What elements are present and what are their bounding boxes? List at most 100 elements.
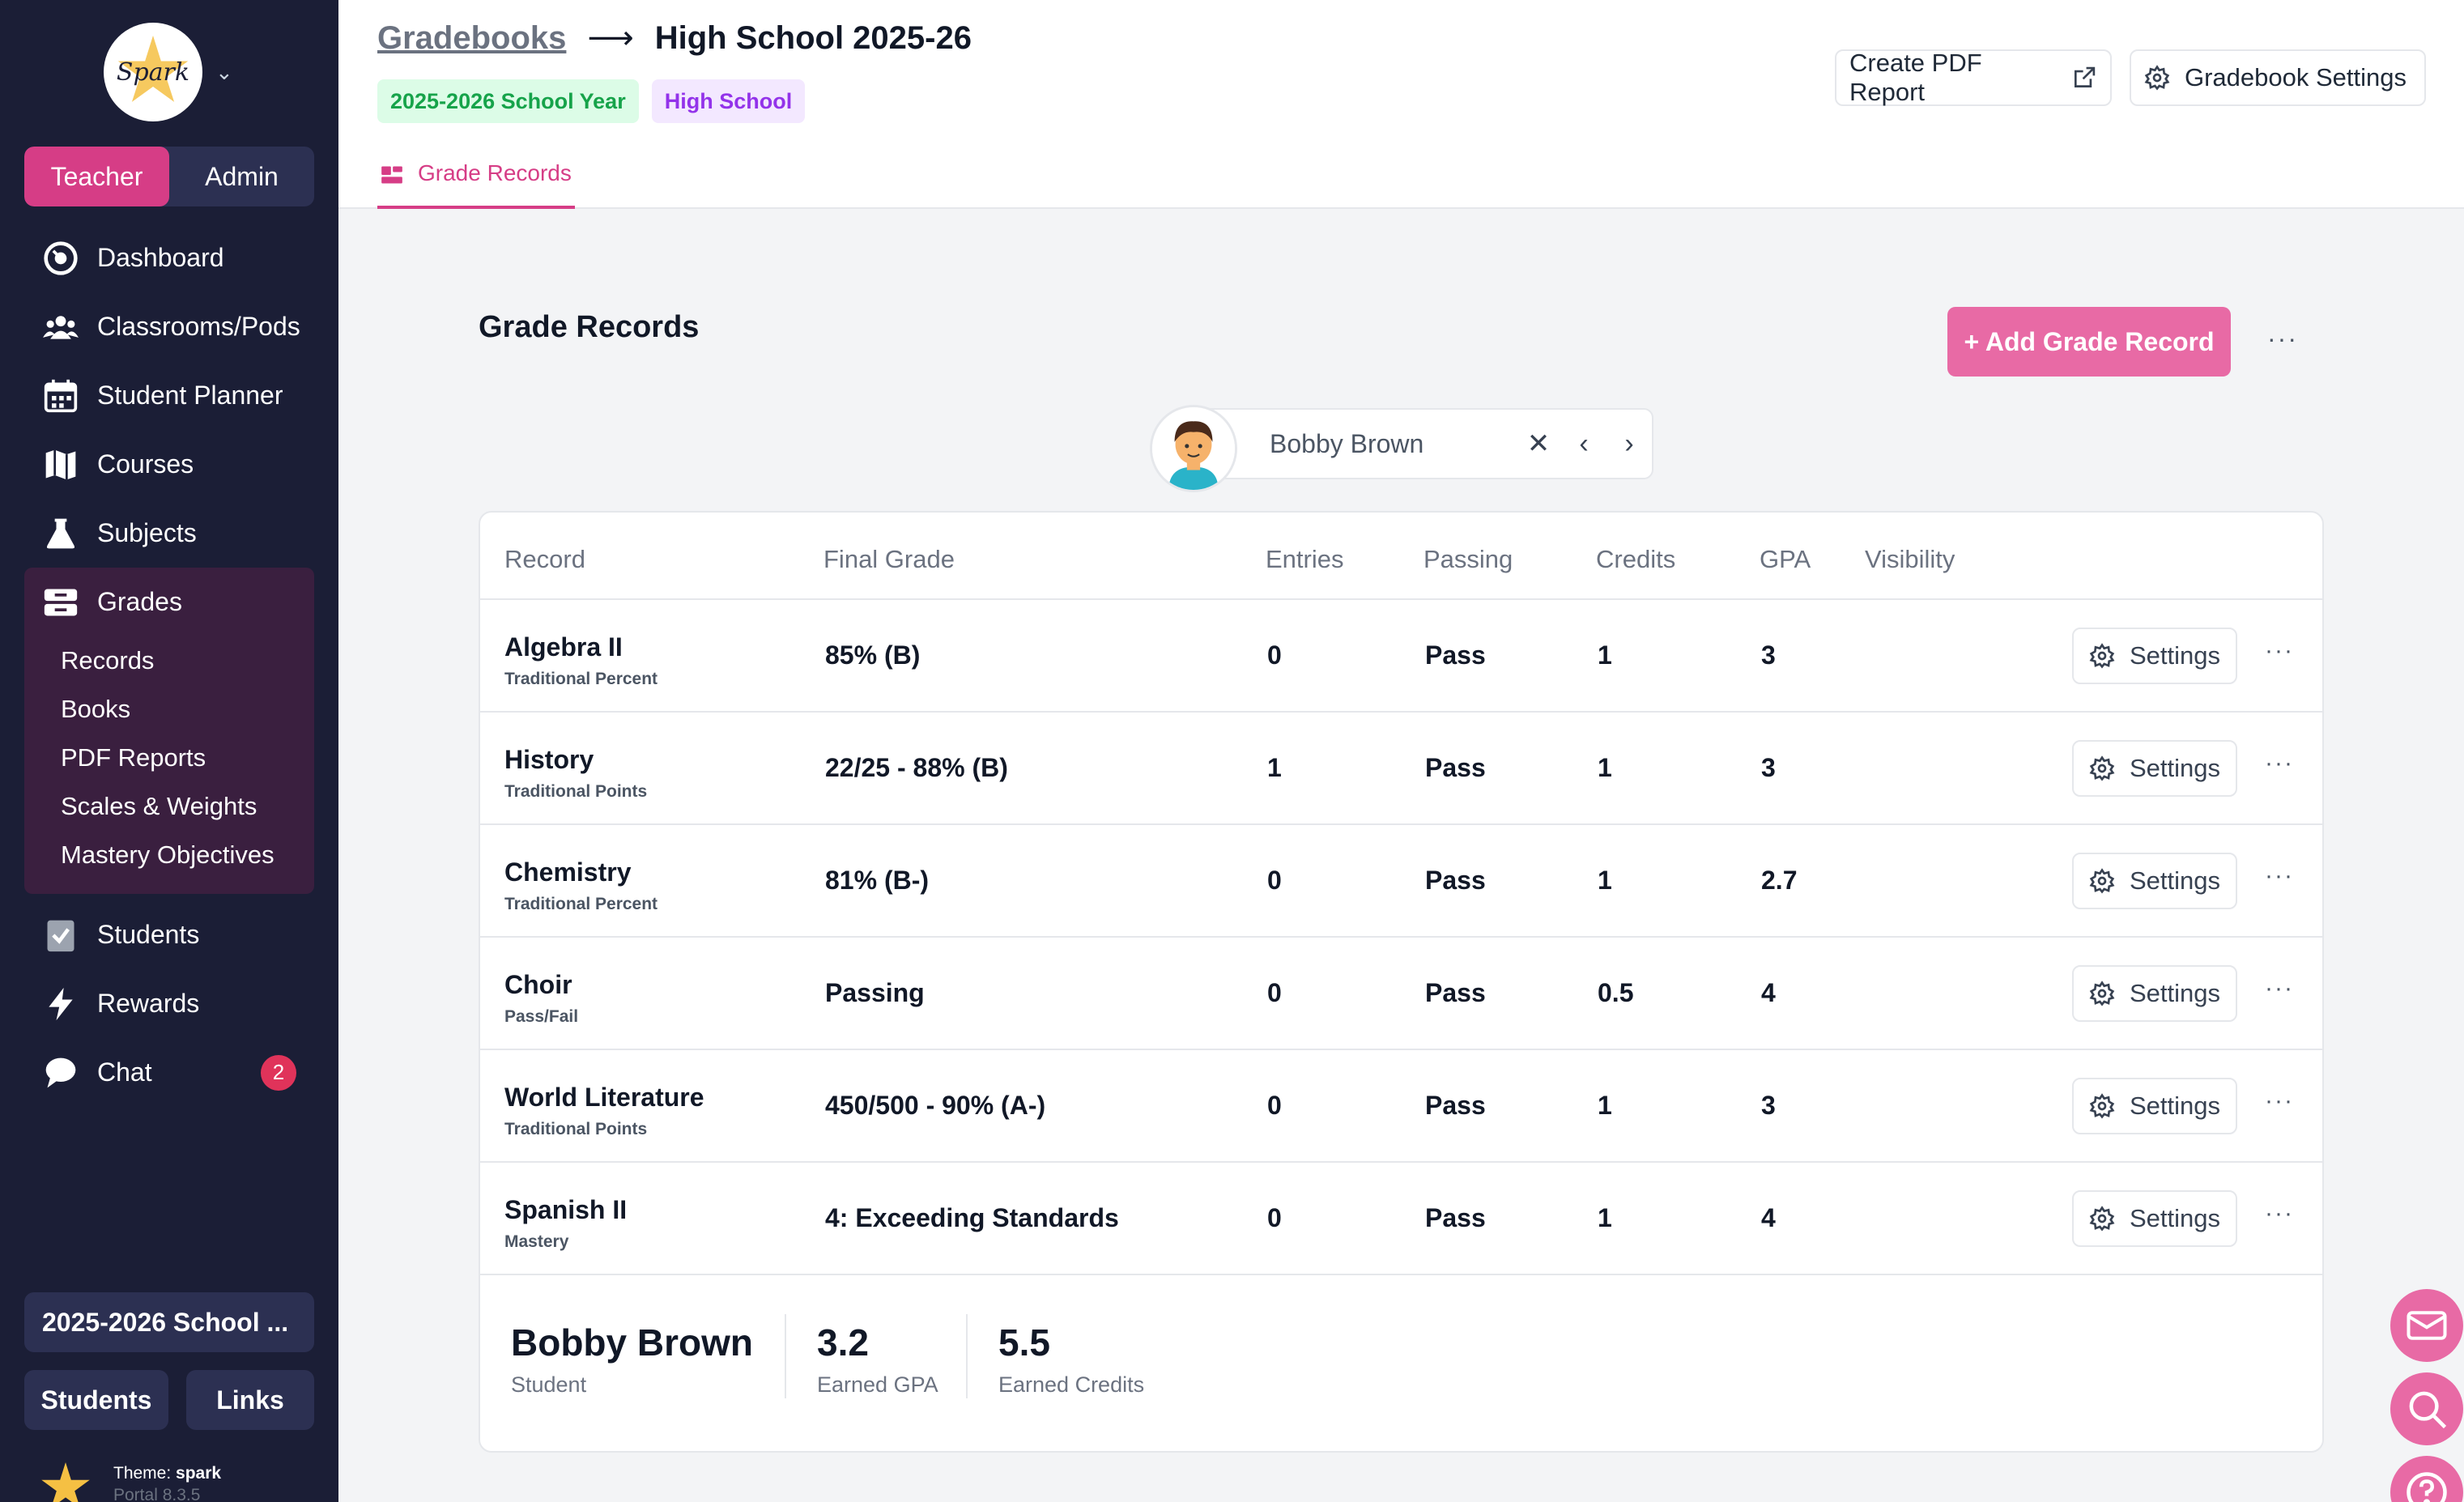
more-options-icon[interactable]: ··· xyxy=(2265,1200,2294,1227)
table-row: Chemistry Traditional Percent 81% (B-) 0 Pas… xyxy=(480,825,2322,938)
spark-logo: Spark xyxy=(104,23,202,121)
theme-text: Theme: spark Portal 8.3.5 xyxy=(113,1462,221,1502)
sidebar-item-classrooms[interactable]: Classrooms/Pods xyxy=(24,292,314,361)
summary-gpa-label: Earned GPA xyxy=(817,1372,938,1397)
passing-status: Pass xyxy=(1425,978,1486,1007)
passing-status: Pass xyxy=(1425,1091,1486,1120)
logo-text: Spark xyxy=(116,57,190,87)
arrow-right-icon: ⟶ xyxy=(587,20,634,56)
sidebar-subitem-pdf-reports[interactable]: PDF Reports xyxy=(61,743,206,772)
record-name[interactable]: Algebra II xyxy=(504,632,623,662)
final-grade: 22/25 - 88% (B) xyxy=(825,753,1008,782)
record-settings-button[interactable]: Settings xyxy=(2072,1078,2237,1134)
chat-unread-badge: 2 xyxy=(261,1054,296,1091)
student-select[interactable]: Bobby Brown ✕ ‹ › xyxy=(1194,408,1653,479)
sidebar-item-courses[interactable]: Courses xyxy=(24,430,314,499)
chat-icon xyxy=(42,1054,79,1091)
more-options-icon[interactable]: ··· xyxy=(2265,750,2294,777)
people-icon xyxy=(42,308,79,346)
sidebar-item-label: Rewards xyxy=(97,989,200,1018)
summary-credits: 5.5 Earned Credits xyxy=(998,1321,1144,1398)
add-grade-record-button[interactable]: + Add Grade Record xyxy=(1947,307,2231,377)
record-name[interactable]: History xyxy=(504,745,594,774)
sidebar-nav: Dashboard Classrooms/Pods Student Planne… xyxy=(24,223,314,1107)
column-header-record: Record xyxy=(504,545,585,573)
links-button[interactable]: Links xyxy=(186,1370,314,1430)
theme-info: Theme: spark Portal 8.3.5 xyxy=(40,1462,221,1502)
mail-icon xyxy=(2407,1311,2447,1340)
sidebar-subitem-scales-weights[interactable]: Scales & Weights xyxy=(61,792,257,820)
more-options-icon[interactable]: ··· xyxy=(2265,1087,2294,1114)
sidebar-item-label: Classrooms/Pods xyxy=(97,312,300,341)
button-label: Create PDF Report xyxy=(1849,49,1982,106)
record-settings-button[interactable]: Settings xyxy=(2072,1190,2237,1247)
credits-value: 1 xyxy=(1598,640,1612,670)
button-label: Settings xyxy=(2129,754,2220,782)
sidebar-subitem-mastery-objectives[interactable]: Mastery Objectives xyxy=(61,840,274,869)
record-type: Traditional Points xyxy=(504,1120,648,1138)
school-year-badge: 2025-2026 School Year xyxy=(377,79,639,123)
sidebar-item-dashboard[interactable]: Dashboard xyxy=(24,223,314,292)
column-header-passing: Passing xyxy=(1424,545,1513,573)
entries-count: 0 xyxy=(1267,640,1282,670)
gear-icon xyxy=(2089,981,2115,1006)
final-grade: 450/500 - 90% (A-) xyxy=(825,1091,1046,1120)
record-name[interactable]: Choir xyxy=(504,970,572,999)
sidebar-subitem-records[interactable]: Records xyxy=(61,646,155,674)
create-pdf-report-button[interactable]: Create PDF Report xyxy=(1835,49,2112,106)
sidebar-item-label: Subjects xyxy=(97,518,197,547)
summary-credits-value: 5.5 xyxy=(998,1321,1050,1364)
gradebook-settings-button[interactable]: Gradebook Settings xyxy=(2130,49,2426,106)
calendar-icon xyxy=(42,377,79,415)
chevron-left-icon[interactable]: ‹ xyxy=(1579,428,1589,459)
record-name[interactable]: World Literature xyxy=(504,1083,704,1112)
school-year-selector[interactable]: 2025-2026 School ... xyxy=(24,1292,314,1352)
sidebar-item-chat[interactable]: Chat 2 xyxy=(24,1038,314,1107)
sidebar-item-subjects[interactable]: Subjects xyxy=(24,499,314,568)
search-button[interactable] xyxy=(2390,1372,2463,1445)
record-type: Traditional Points xyxy=(504,782,648,801)
chevron-down-icon[interactable]: ⌄ xyxy=(215,59,233,84)
student-summary: Bobby Brown Student 3.2 Earned GPA 5.5 E… xyxy=(480,1274,2322,1451)
sidebar-item-grades[interactable]: Grades xyxy=(24,568,314,636)
close-icon[interactable]: ✕ xyxy=(1526,428,1551,459)
gpa-value: 4 xyxy=(1761,1203,1776,1232)
record-settings-button[interactable]: Settings xyxy=(2072,740,2237,797)
record-name[interactable]: Spanish II xyxy=(504,1195,628,1224)
role-teacher-button[interactable]: Teacher xyxy=(24,147,169,206)
page-header: Gradebooks ⟶ High School 2025-26 2025-20… xyxy=(338,0,2464,209)
more-options-icon[interactable]: ··· xyxy=(2265,862,2294,889)
level-badge: High School xyxy=(651,79,806,123)
record-settings-button[interactable]: Settings xyxy=(2072,965,2237,1022)
chevron-right-icon[interactable]: › xyxy=(1624,428,1634,459)
tab-grade-records[interactable]: Grade Records xyxy=(377,160,575,209)
more-options-icon[interactable]: ··· xyxy=(2265,637,2294,664)
breadcrumb-gradebooks-link[interactable]: Gradebooks xyxy=(377,19,567,56)
role-admin-button[interactable]: Admin xyxy=(205,161,279,191)
sidebar-item-rewards[interactable]: Rewards xyxy=(24,969,314,1038)
passing-status: Pass xyxy=(1425,866,1486,895)
org-switcher[interactable]: Spark ⌄ xyxy=(104,23,233,121)
students-button[interactable]: Students xyxy=(24,1370,168,1430)
sidebar-subitem-books[interactable]: Books xyxy=(61,695,131,723)
help-button[interactable] xyxy=(2390,1456,2463,1502)
mail-button[interactable] xyxy=(2390,1289,2463,1362)
table-row: History Traditional Points 22/25 - 88% (B)… xyxy=(480,713,2322,825)
credits-value: 1 xyxy=(1598,753,1612,782)
passing-status: Pass xyxy=(1425,1203,1486,1232)
record-name[interactable]: Chemistry xyxy=(504,857,632,887)
entries-count: 1 xyxy=(1267,753,1282,782)
credits-value: 1 xyxy=(1598,1091,1612,1120)
gpa-value: 3 xyxy=(1761,753,1776,782)
more-options-icon[interactable]: ··· xyxy=(2265,975,2294,1002)
sidebar-item-label: Student Planner xyxy=(97,381,283,410)
more-options-icon[interactable]: ··· xyxy=(2267,324,2298,353)
bottom-buttons: Students Links xyxy=(24,1370,314,1430)
theme-label: Theme: xyxy=(113,1464,172,1483)
star-icon xyxy=(41,1462,90,1502)
record-settings-button[interactable]: Settings xyxy=(2072,628,2237,684)
column-header-final-grade: Final Grade xyxy=(823,545,955,573)
sidebar-item-student-planner[interactable]: Student Planner xyxy=(24,361,314,430)
sidebar-item-students[interactable]: Students xyxy=(24,900,314,969)
record-settings-button[interactable]: Settings xyxy=(2072,853,2237,909)
